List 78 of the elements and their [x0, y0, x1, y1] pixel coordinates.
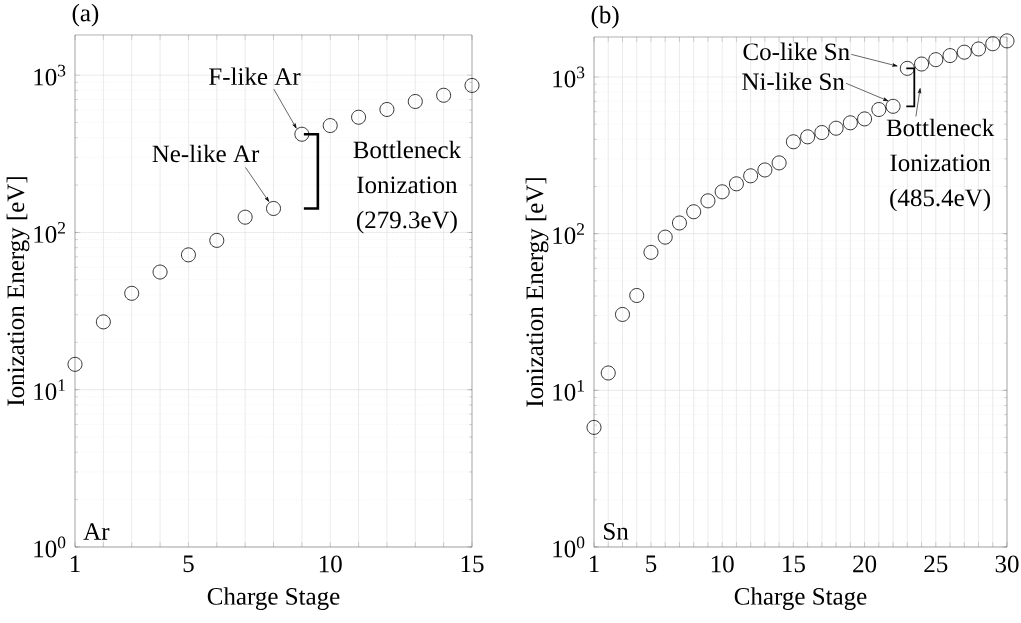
point [643, 244, 659, 260]
point [814, 125, 830, 140]
x-tick-label: 10 [319, 555, 342, 573]
point [771, 155, 787, 171]
point [956, 44, 972, 60]
point [209, 232, 225, 248]
point [757, 162, 773, 178]
point [124, 285, 140, 301]
point [785, 134, 801, 150]
point [828, 120, 844, 136]
annotation: Ar [83, 523, 110, 540]
x-tick-label: 5 [183, 555, 194, 573]
point [885, 98, 901, 114]
point [928, 52, 944, 68]
point [971, 41, 986, 57]
y-tick-label: 10$^{2}$ [34, 221, 65, 243]
chart-title: (b) [591, 5, 619, 29]
y-tick-label: 10$^{0}$ [553, 536, 585, 558]
point [857, 111, 872, 127]
x-tick-label: 30 [995, 555, 1019, 573]
point [629, 288, 645, 303]
x-tick-label: 1 [70, 555, 80, 573]
y-tick-label: 10$^{3}$ [34, 64, 66, 86]
x-axis-title: Charge Stage [207, 587, 340, 610]
point [586, 419, 602, 435]
point [181, 247, 196, 263]
point [686, 204, 702, 220]
point [67, 356, 83, 372]
point [672, 215, 687, 231]
point [942, 48, 958, 63]
x-tick-label: 5 [646, 555, 657, 573]
x-tick-label: 15 [461, 555, 484, 573]
point [914, 56, 929, 72]
x-axis-title: Charge Stage [734, 587, 867, 610]
point [407, 94, 423, 109]
point [237, 209, 253, 225]
point [464, 78, 480, 93]
y-tick-label: 10$^{0}$ [34, 536, 66, 558]
point [95, 314, 111, 330]
y-tick-label: 10$^{3}$ [553, 66, 585, 88]
point [266, 201, 281, 216]
annotation: Bottleneck Ionization (485.4eV) [886, 118, 995, 212]
y-axis-title: Ionization Energy [eV] [6, 177, 30, 406]
annotation: Sn [604, 522, 629, 540]
annotation: Bottleneck Ionization (279.3eV) [353, 140, 462, 234]
annotation: Ni-like Sn [742, 72, 845, 91]
point [351, 109, 366, 125]
point [600, 365, 616, 381]
point [657, 229, 673, 245]
point [436, 87, 452, 103]
annotation: Ne-like Ar [152, 144, 260, 163]
point [899, 60, 915, 76]
x-tick-label: 15 [783, 555, 805, 573]
point [294, 126, 310, 142]
point [842, 115, 858, 131]
point [729, 176, 744, 192]
y-tick-label: 10$^{2}$ [553, 223, 584, 245]
annotation: Co-like Sn [743, 42, 850, 61]
annotation: F-like Ar [209, 67, 301, 86]
point [322, 118, 338, 133]
point [800, 129, 816, 145]
x-tick-label: 20 [853, 555, 877, 573]
y-tick-label: 10$^{1}$ [34, 379, 65, 401]
point [985, 36, 1001, 52]
x-tick-label: 1 [589, 555, 599, 573]
point [743, 168, 759, 184]
point [700, 193, 716, 209]
x-tick-label: 25 [924, 555, 948, 573]
y-axis-title: Ionization Energy [eV] [525, 178, 549, 407]
point [152, 264, 168, 280]
point [379, 102, 395, 117]
point [714, 184, 730, 200]
point [615, 307, 630, 322]
point [999, 33, 1015, 49]
point [871, 102, 887, 117]
x-tick-label: 10 [711, 555, 734, 573]
y-tick-label: 10$^{1}$ [553, 379, 584, 401]
chart-title: (a) [72, 3, 99, 27]
